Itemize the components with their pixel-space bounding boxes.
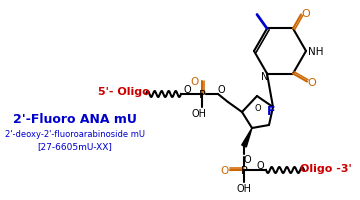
Text: OH: OH	[192, 108, 207, 118]
Text: O: O	[255, 104, 261, 113]
Text: O: O	[308, 77, 316, 87]
Text: 5'- Oligo: 5'- Oligo	[98, 87, 150, 97]
Text: 2'-deoxy-2'-fluoroarabinoside mU: 2'-deoxy-2'-fluoroarabinoside mU	[5, 130, 145, 139]
Text: 2'-Fluoro ANA mU: 2'-Fluoro ANA mU	[13, 113, 137, 126]
Text: NH: NH	[308, 47, 324, 57]
Text: O: O	[302, 9, 310, 19]
Text: Oligo -3': Oligo -3'	[300, 163, 352, 173]
Text: O: O	[183, 85, 191, 95]
Text: P: P	[240, 165, 247, 175]
Text: N: N	[261, 71, 269, 81]
Text: OH: OH	[237, 183, 252, 193]
Text: O: O	[256, 160, 264, 170]
Text: O: O	[243, 154, 251, 164]
Text: O: O	[217, 85, 225, 95]
Text: F: F	[267, 105, 275, 118]
Text: [27-6605mU-XX]: [27-6605mU-XX]	[37, 142, 112, 151]
Text: O: O	[221, 165, 229, 175]
Text: P: P	[199, 90, 205, 100]
Text: O: O	[191, 77, 199, 87]
Polygon shape	[242, 128, 252, 147]
